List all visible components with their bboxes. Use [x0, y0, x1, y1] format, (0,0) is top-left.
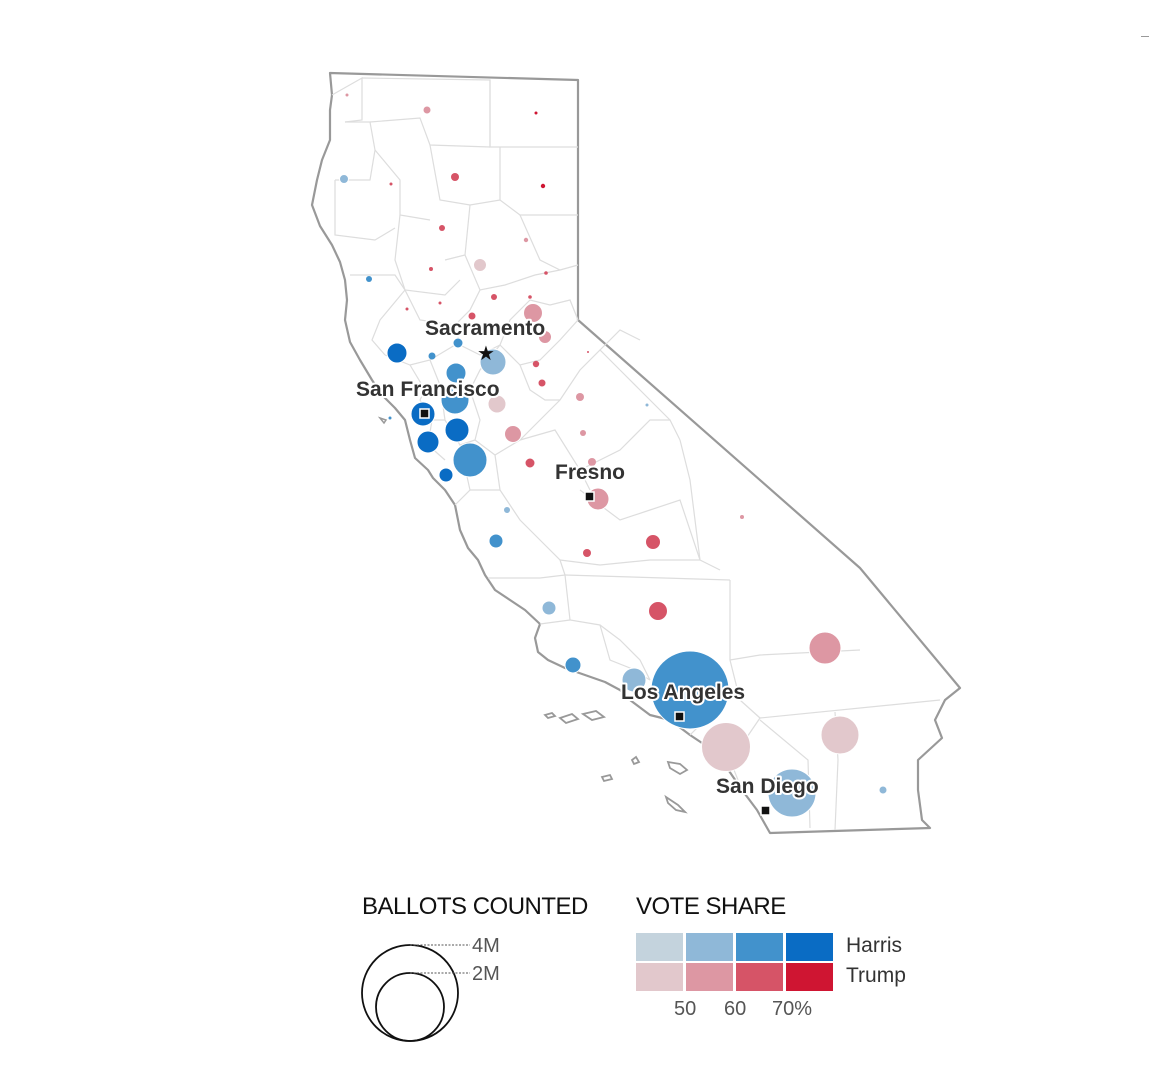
county-bubble — [808, 631, 842, 665]
square-icon — [760, 805, 771, 816]
vote-share-tick-60: 60 — [724, 998, 747, 1020]
trump-label: Trump — [846, 964, 906, 987]
county-bubble — [339, 174, 349, 184]
county-bubbles — [339, 93, 887, 818]
legend-circle-large — [361, 944, 459, 1042]
county-bubble — [445, 362, 467, 384]
harris-swatch-1 — [636, 933, 683, 961]
square-icon — [674, 711, 685, 722]
ballots-counted-title: BALLOTS COUNTED — [362, 893, 588, 920]
legend-label-4m: 4M — [472, 935, 500, 957]
county-bubble — [523, 237, 529, 243]
city-label-san-diego: San Diego — [716, 775, 819, 798]
county-bubble — [405, 307, 409, 311]
county-bubble — [541, 600, 557, 616]
county-bubble — [438, 467, 454, 483]
harris-swatch-3 — [736, 933, 783, 961]
county-bubble — [538, 330, 552, 344]
harris-swatch-4 — [786, 933, 833, 961]
county-bubble — [524, 457, 536, 469]
county-bubble — [452, 337, 464, 349]
county-bubble — [580, 430, 586, 436]
trump-swatch-1 — [636, 963, 683, 991]
county-boundaries — [331, 76, 941, 831]
county-bubble — [538, 379, 546, 387]
county-bubble — [523, 303, 543, 323]
harris-label: Harris — [846, 934, 902, 957]
county-bubble — [504, 507, 510, 513]
city-label-san-francisco: San Francisco — [356, 378, 500, 401]
trump-swatch-2 — [686, 963, 733, 991]
county-bubble — [767, 768, 817, 818]
city-label-fresno: Fresno — [555, 461, 625, 484]
county-bubble — [588, 458, 596, 466]
county-bubble — [532, 360, 540, 368]
county-bubble — [576, 393, 584, 401]
county-bubble — [366, 276, 372, 282]
county-bubble — [440, 385, 470, 415]
county-bubble — [534, 111, 538, 115]
trump-swatch-4 — [786, 963, 833, 991]
trump-swatch-3 — [736, 963, 783, 991]
county-bubble — [473, 258, 487, 272]
county-bubble — [583, 549, 591, 557]
city-label-los-angeles: Los Angeles — [621, 681, 745, 704]
county-bubble — [479, 348, 507, 376]
state-outline — [310, 71, 962, 835]
county-bubble — [645, 403, 649, 407]
county-bubble — [388, 416, 392, 420]
county-bubble — [452, 442, 488, 478]
county-bubble — [345, 93, 349, 97]
county-bubble — [544, 271, 548, 275]
county-bubble — [451, 173, 459, 181]
square-icon — [419, 408, 430, 419]
county-bubble — [491, 294, 497, 300]
county-bubble — [439, 225, 445, 231]
vote-share-tick-70: 70% — [772, 998, 813, 1020]
county-bubble — [879, 786, 887, 794]
county-bubble — [487, 394, 507, 414]
city-label-sacramento: Sacramento — [425, 317, 545, 340]
county-bubble — [444, 417, 470, 443]
city-markers: ★ Sacramento San Francisco Fresno Los An… — [354, 315, 821, 816]
county-bubble — [820, 715, 860, 755]
vote-share-tick-50: 50 — [674, 998, 697, 1020]
harris-swatch-2 — [686, 933, 733, 961]
county-bubble — [621, 667, 647, 693]
county-bubble — [504, 425, 522, 443]
county-bubble — [389, 182, 393, 186]
county-bubble — [564, 656, 582, 674]
legend-circle-small — [375, 972, 445, 1042]
county-bubble — [428, 352, 436, 360]
county-bubble — [468, 312, 476, 320]
ballots-legend: 4M 2M — [361, 935, 500, 1042]
county-bubble — [701, 722, 751, 772]
county-bubble — [488, 533, 504, 549]
square-icon — [584, 491, 595, 502]
star-icon: ★ — [477, 341, 495, 365]
corner-mark — [1141, 36, 1149, 37]
county-bubble — [429, 267, 433, 271]
county-bubble — [540, 183, 546, 189]
county-bubble — [648, 601, 668, 621]
county-bubble — [528, 295, 532, 299]
vote-share-title: VOTE SHARE — [636, 893, 786, 920]
county-bubble — [645, 534, 661, 550]
county-bubble — [416, 430, 440, 454]
county-bubble — [740, 515, 744, 519]
county-bubble — [438, 301, 442, 305]
county-bubble — [587, 351, 589, 353]
county-bubble — [423, 106, 431, 114]
county-bubble — [650, 650, 730, 730]
legend-label-2m: 2M — [472, 963, 500, 985]
county-bubble — [386, 342, 408, 364]
